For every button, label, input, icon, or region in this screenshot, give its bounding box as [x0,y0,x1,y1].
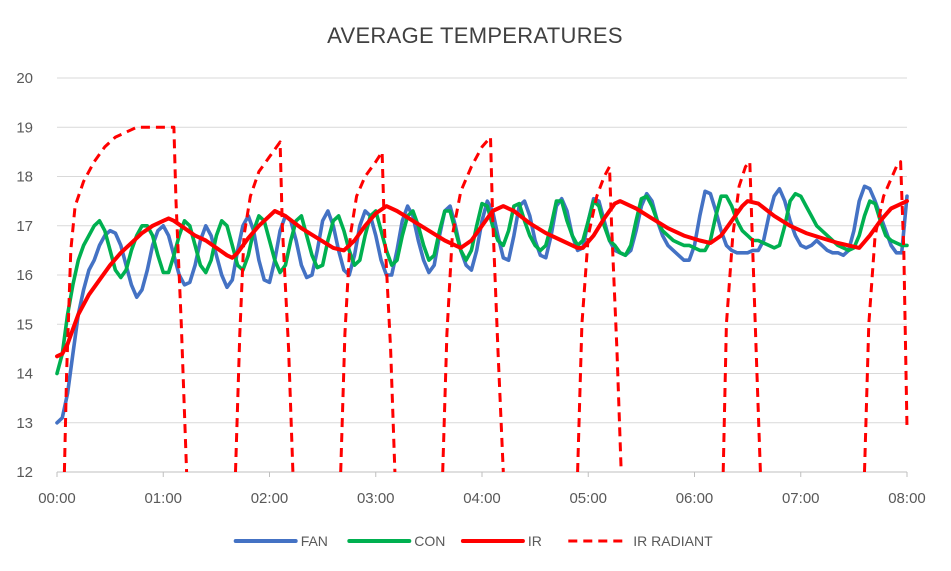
x-tick-label: 04:00 [463,490,501,507]
y-tick-label: 18 [16,169,33,186]
y-tick-label: 17 [16,218,33,235]
x-tick-label: 06:00 [676,490,714,507]
series-line-ir-radiant [62,125,909,473]
x-tick-label: 08:00 [888,490,926,507]
legend-label-fan: FAN [301,533,328,549]
y-tick-label: 12 [16,464,33,481]
y-axis-ticks: 12 13 14 15 16 17 18 19 20 [16,70,33,481]
legend-label-ir: IR [528,533,542,549]
legend: FAN CON IR IR RADIANT [233,533,713,549]
x-tick-label: 05:00 [569,490,607,507]
x-tick-label: 02:00 [251,490,289,507]
x-tick-label: 01:00 [144,490,182,507]
legend-label-ir-radiant: IR RADIANT [633,533,713,549]
legend-label-con: CON [414,533,445,549]
y-tick-label: 15 [16,316,33,333]
series-line-con [55,191,909,376]
x-tick-label: 00:00 [38,490,76,507]
x-tick-label: 03:00 [357,490,395,507]
x-axis-ticks: 00:00 01:00 02:00 03:00 04:00 05:00 06:00 07:00… [38,472,926,507]
chart-title: AVERAGE TEMPERATURES [327,23,623,48]
x-tick-label: 07:00 [782,490,820,507]
y-tick-label: 14 [16,366,33,383]
y-tick-label: 13 [16,415,33,432]
series-lines [55,125,909,473]
y-tick-label: 19 [16,119,33,136]
y-tick-label: 20 [16,70,33,87]
y-tick-label: 16 [16,267,33,284]
series-line-fan [55,184,909,425]
